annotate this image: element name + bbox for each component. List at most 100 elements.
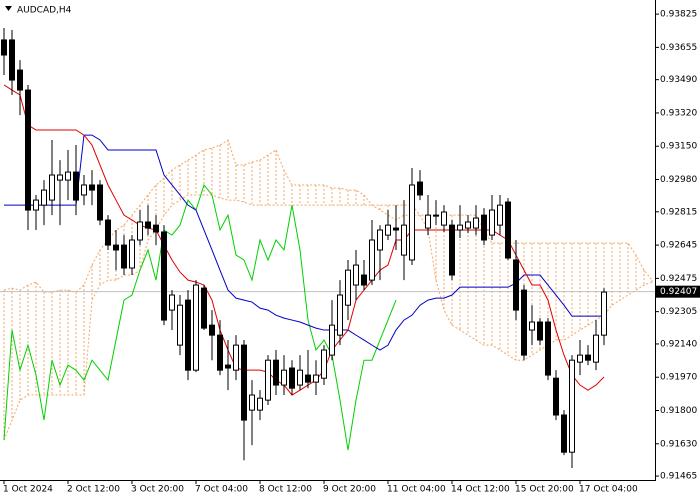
candle-body — [321, 349, 327, 379]
candle-body — [145, 221, 151, 229]
candle-body — [249, 394, 255, 411]
candle-body — [209, 324, 215, 336]
candle-body — [305, 374, 311, 383]
y-tick-label: 0.91465 — [660, 472, 697, 482]
y-tick-label: 0.92980 — [660, 175, 697, 185]
candle-body — [601, 291, 607, 336]
x-tick-label: 1 Oct 2024 — [3, 485, 53, 495]
x-tick-label: 7 Oct 04:00 — [195, 485, 248, 495]
candle-body — [345, 269, 351, 306]
candle-body — [489, 209, 495, 236]
candle-body — [297, 369, 303, 386]
candle-body — [49, 174, 55, 201]
x-tick-label: 8 Oct 12:00 — [259, 485, 312, 495]
candle-body — [73, 171, 79, 201]
candle-body — [65, 171, 71, 181]
candle-body — [377, 229, 383, 251]
x-tick-label: 9 Oct 20:00 — [323, 485, 376, 495]
chart-title: AUDCAD,H4 — [17, 6, 72, 16]
candle-body — [233, 344, 239, 371]
candle-body — [185, 299, 191, 371]
candle-body — [313, 374, 319, 383]
candle-body — [217, 334, 223, 371]
candle-body — [441, 211, 447, 226]
candle-body — [553, 377, 559, 416]
candle-body — [137, 221, 143, 241]
candle-body — [257, 397, 263, 411]
candle-body — [241, 344, 247, 421]
x-tick-label: 3 Oct 20:00 — [131, 485, 184, 495]
candle-body — [169, 294, 175, 311]
candle-body — [201, 287, 207, 329]
candle-body — [425, 214, 431, 229]
candle-body — [569, 359, 575, 453]
x-tick-label: 11 Oct 04:00 — [387, 485, 446, 495]
candle-body — [545, 321, 551, 376]
x-tick-label: 17 Oct 04:00 — [579, 485, 638, 495]
candle-body — [505, 201, 511, 259]
candle-body — [129, 239, 135, 269]
candle-body — [193, 284, 199, 371]
candle-body — [481, 214, 487, 241]
candle-body — [417, 181, 423, 196]
x-tick-label: 14 Oct 12:00 — [451, 485, 510, 495]
candle-body — [465, 221, 471, 229]
y-tick-label: 0.93490 — [660, 75, 697, 85]
candle-body — [41, 189, 47, 206]
candle-body — [585, 354, 591, 361]
candle-body — [409, 184, 415, 261]
candle-body — [513, 259, 519, 311]
candle-body — [113, 244, 119, 251]
candle-body — [593, 334, 599, 363]
y-tick-label: 0.93320 — [660, 108, 697, 118]
x-tick-label: 2 Oct 12:00 — [67, 485, 120, 495]
candle-body — [265, 359, 271, 401]
candle-body — [1, 39, 7, 56]
candle-body — [521, 289, 527, 356]
candle-body — [369, 239, 375, 281]
indicator-line — [3, 84, 605, 396]
y-tick-label: 0.92475 — [660, 274, 697, 284]
current-price-box — [656, 285, 700, 298]
y-tick-label: 0.92645 — [660, 241, 697, 251]
candle-body — [577, 354, 583, 363]
candle-body — [153, 224, 159, 233]
y-tick-label: 0.92140 — [660, 339, 697, 349]
candle-body — [561, 414, 567, 453]
cloud-edge — [3, 194, 653, 441]
candle-body — [401, 224, 407, 256]
indicator-line — [4, 134, 604, 351]
candle-body — [289, 367, 295, 389]
candle-body — [105, 219, 111, 246]
candle-body — [449, 224, 455, 276]
candle-body — [473, 217, 479, 229]
candle-body — [225, 364, 231, 369]
candle-body — [273, 359, 279, 386]
candle-body — [97, 184, 103, 221]
candle-body — [537, 321, 543, 341]
candle-body — [361, 274, 367, 286]
candle-body — [529, 321, 535, 331]
y-tick-label: 0.92815 — [660, 207, 697, 217]
candle-body — [177, 304, 183, 346]
candle-body — [281, 369, 287, 386]
candle-body — [81, 184, 87, 196]
symbol-menu-icon[interactable] — [5, 6, 12, 11]
candle-body — [385, 224, 391, 236]
y-tick-label: 0.93150 — [660, 142, 697, 152]
y-tick-label: 0.93825 — [660, 10, 697, 20]
candle-body — [457, 224, 463, 231]
candle-body — [337, 294, 343, 336]
candle-body — [25, 89, 31, 211]
candle-body — [329, 324, 335, 356]
y-tick-label: 0.91970 — [660, 373, 697, 383]
x-tick-label: 15 Oct 20:00 — [515, 485, 574, 495]
candle-body — [17, 69, 23, 91]
y-tick-label: 0.93655 — [660, 43, 697, 53]
candle-body — [393, 227, 399, 231]
cloud-edge — [3, 139, 653, 293]
candle-body — [121, 244, 127, 269]
